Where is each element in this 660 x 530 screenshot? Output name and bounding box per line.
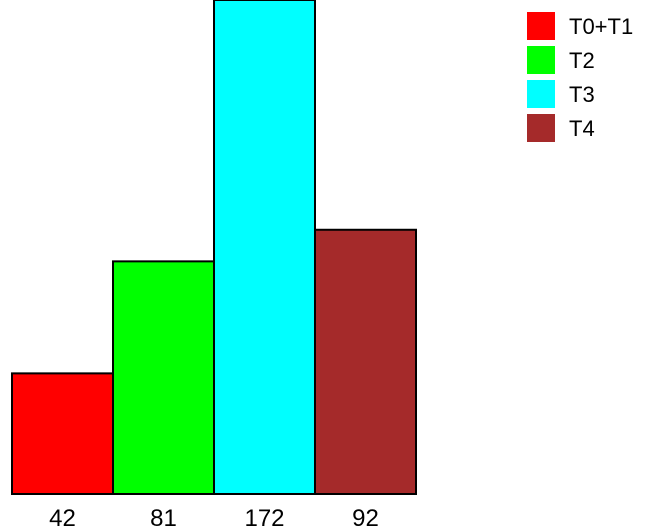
bar-t2: [112, 260, 215, 496]
legend-label: T3: [569, 82, 595, 107]
legend-swatch: [527, 114, 555, 142]
legend-label: T0+T1: [569, 14, 633, 39]
legend-label: T4: [569, 116, 595, 141]
bar-t3: [213, 0, 316, 495]
legend-swatch: [527, 12, 555, 40]
x-tick-label: 92: [352, 505, 379, 530]
legend-label: T2: [569, 48, 595, 73]
bars: [11, 0, 417, 496]
bar-t4: [314, 228, 417, 495]
x-tick-label: 42: [49, 505, 76, 530]
x-tick-labels: 42 81 172 92: [49, 505, 379, 530]
legend-swatch: [527, 46, 555, 74]
x-tick-label: 81: [150, 505, 177, 530]
bar-t0-t1: [11, 372, 114, 496]
x-tick-label: 172: [244, 505, 284, 530]
legend: T0+T1 T2 T3 T4: [527, 12, 633, 142]
legend-swatch: [527, 80, 555, 108]
